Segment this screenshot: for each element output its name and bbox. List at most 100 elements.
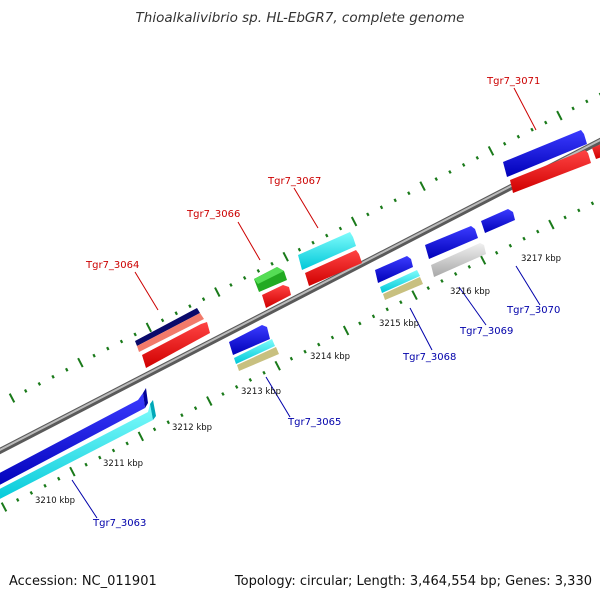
minor-tick [590,201,595,206]
minor-tick [248,377,253,382]
minor-tick [106,346,110,351]
minor-tick [57,476,61,481]
minor-tick [311,240,315,245]
major-tick [274,360,281,371]
gene-tgr7-3065-khaki[interactable] [237,347,279,371]
minor-tick [440,279,444,283]
gene-tgr7-3067-cyan[interactable] [298,232,356,270]
leader-lines [71,87,541,519]
gene-label-tgr7-3071[interactable]: Tgr7_3071 [486,76,540,87]
minor-tick [508,243,513,248]
minor-tick [516,134,521,139]
kbp-labels: 3210 kbp 3211 kbp 3212 kbp 3213 kbp 3214… [35,254,561,506]
kbp-label-3210: 3210 kbp [35,496,75,506]
gene-tgr7-3066-green[interactable] [254,267,287,292]
minor-tick [571,106,575,111]
genome-summary-text: Topology: circular; Length: 3,464,554 bp… [234,574,592,589]
minor-tick [234,384,239,389]
gene-tgr7-3068-blue[interactable] [375,256,413,283]
gene-tgr7-3063-cyan[interactable] [0,400,156,504]
gene-tgr7-3067-red[interactable] [305,250,362,286]
minor-tick [371,314,376,319]
gene-tgr7-3064-red[interactable] [142,322,210,368]
kbp-label-3215: 3215 kbp [379,319,419,329]
gene-tgr7-3071-red[interactable] [510,150,591,193]
major-tick [145,322,152,333]
minor-tick [29,490,34,495]
gene-tgr7-3066-red[interactable] [262,285,291,308]
kbp-label-3217: 3217 kbp [521,254,561,264]
major-tick [548,219,555,230]
gene-label-tgr7-3069[interactable]: Tgr7_3069 [459,326,513,337]
minor-tick [563,215,567,220]
gene-tgr7-3063-blue[interactable] [0,388,148,490]
minor-tick [166,420,170,425]
gene-label-tgr7-3066[interactable]: Tgr7_3066 [186,209,240,220]
gene-labels-bottom: Tgr7_3063 Tgr7_3065 Tgr7_3068 Tgr7_3069 … [92,305,560,529]
minor-tick [330,335,335,340]
gene-tgr7-3069-gray[interactable] [431,243,486,277]
gene-tgr7-3065-blue[interactable] [229,325,270,355]
minor-tick [453,271,458,276]
minor-tick [92,353,96,358]
minor-tick [119,339,124,344]
minor-tick [16,498,20,502]
minor-tick [43,483,47,488]
tick-row-lower [0,201,595,512]
minor-tick [133,332,137,337]
major-tick [69,466,76,477]
gene-label-tgr7-3065[interactable]: Tgr7_3065 [287,417,341,428]
kbp-label-3211: 3211 kbp [103,459,143,469]
tick-row-upper [8,92,600,403]
minor-tick [221,392,225,396]
gene-tgr7-3064-navy[interactable] [135,308,200,346]
major-tick [419,181,426,192]
minor-tick [256,268,261,273]
minor-tick [174,311,178,316]
major-tick [77,357,84,368]
minor-tick [494,250,499,255]
gene-label-tgr7-3068[interactable]: Tgr7_3068 [402,352,456,363]
minor-tick [229,283,233,287]
kbp-label-3213: 3213 kbp [241,387,281,397]
gene-tgr7-3068-khaki[interactable] [383,277,423,300]
minor-tick [270,261,274,266]
minor-tick [379,205,384,210]
major-tick [206,396,213,406]
kbp-label-3214: 3214 kbp [310,352,350,362]
gene-label-tgr7-3067[interactable]: Tgr7_3067 [267,176,321,187]
major-tick [282,251,289,262]
minor-tick [434,177,438,182]
gene-next-red-partial[interactable] [592,140,600,159]
gene-tgr7-3071-blue[interactable] [503,130,587,177]
minor-tick [125,441,129,446]
minor-tick [111,448,116,453]
minor-tick [201,297,206,302]
minor-tick [467,265,471,269]
minor-tick [262,370,266,375]
major-tick [350,216,358,227]
gene-tgr7-3065-cyan[interactable] [234,339,275,364]
major-tick [342,325,350,336]
minor-tick [358,321,362,326]
minor-tick [385,307,389,312]
minor-tick [530,127,534,132]
gene-tgr7-3064-salmon[interactable] [137,313,204,352]
minor-tick [448,170,452,174]
gene-label-tgr7-3064[interactable]: Tgr7_3064 [85,260,139,271]
minor-tick [393,198,397,203]
minor-tick [338,226,343,231]
minor-tick [522,236,526,241]
gene-label-tgr7-3063[interactable]: Tgr7_3063 [92,518,146,529]
genome-backbone [0,137,600,455]
minor-tick [317,342,321,347]
minor-tick [98,455,102,460]
gene-tgr7-3068-cyan[interactable] [380,270,420,293]
minor-tick [366,212,370,217]
gene-tgr7-3069-blue[interactable] [425,226,478,259]
gene-tgr7-3070-blue[interactable] [481,209,515,233]
major-tick [556,110,563,121]
minor-tick [426,286,430,291]
gene-label-tgr7-3070[interactable]: Tgr7_3070 [506,305,560,316]
